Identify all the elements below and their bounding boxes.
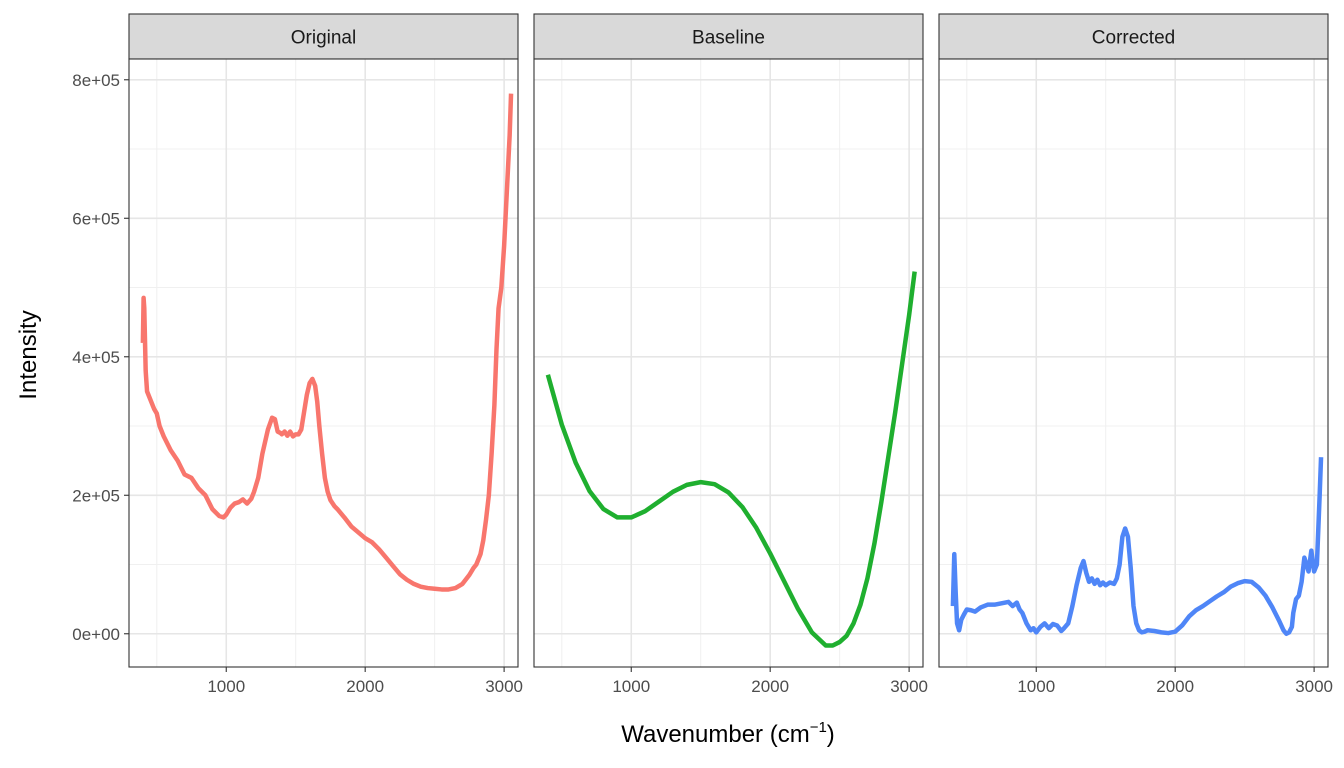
x-axis-title-superscript: −1: [810, 719, 827, 736]
x-tick-label: 2000: [346, 677, 384, 696]
x-tick-label: 1000: [612, 677, 650, 696]
x-axis-title-suffix: ): [827, 721, 835, 748]
x-tick-label: 3000: [1295, 677, 1333, 696]
y-tick-label: 6e+05: [72, 209, 120, 228]
facet-panels: Original 1000 2000 3000 Baseline 1000 2000 3000…: [128, 13, 1333, 696]
x-tick-label: 1000: [1017, 677, 1055, 696]
facet-panel-original: Original 1000 2000 3000: [128, 13, 523, 696]
x-tick-label: 3000: [485, 677, 523, 696]
facet-strip: [938, 13, 1329, 60]
x-tick-label: 3000: [890, 677, 928, 696]
series-line-original: [140, 93, 514, 592]
facet-strip-label: Baseline: [692, 28, 765, 49]
y-tick-label: 8e+05: [72, 71, 120, 90]
y-axis-title: Intensity: [15, 310, 42, 399]
x-axis-title-main: Wavenumber (cm: [621, 721, 809, 748]
facet-strip: [128, 13, 519, 60]
facet-strip: [533, 13, 924, 60]
facet-strip-label: Corrected: [1092, 28, 1175, 49]
panel-background: [129, 59, 518, 667]
panel-background: [534, 59, 923, 667]
panel-border: [128, 58, 519, 668]
y-tick-label: 2e+05: [72, 486, 120, 505]
y-tick-label: 0e+00: [72, 625, 120, 644]
x-tick-label: 1000: [207, 677, 245, 696]
facet-strip-label: Original: [291, 28, 356, 49]
series-line-baseline: [545, 271, 917, 648]
panel-border: [938, 58, 1329, 668]
x-tick-label: 2000: [751, 677, 789, 696]
panel-border: [533, 58, 924, 668]
facet-panel-baseline: Baseline 1000 2000 3000: [533, 13, 928, 696]
panel-background: [939, 59, 1328, 667]
facet-panel-corrected: Corrected 1000 2000 3000: [938, 13, 1333, 696]
y-tick-label: 4e+05: [72, 348, 120, 367]
series-line-corrected: [950, 457, 1324, 637]
y-axis: 0e+00 2e+05 4e+05 6e+05 8e+05: [72, 71, 129, 644]
x-tick-label: 2000: [1156, 677, 1194, 696]
x-axis-title: Wavenumber (cm−1): [621, 719, 835, 748]
